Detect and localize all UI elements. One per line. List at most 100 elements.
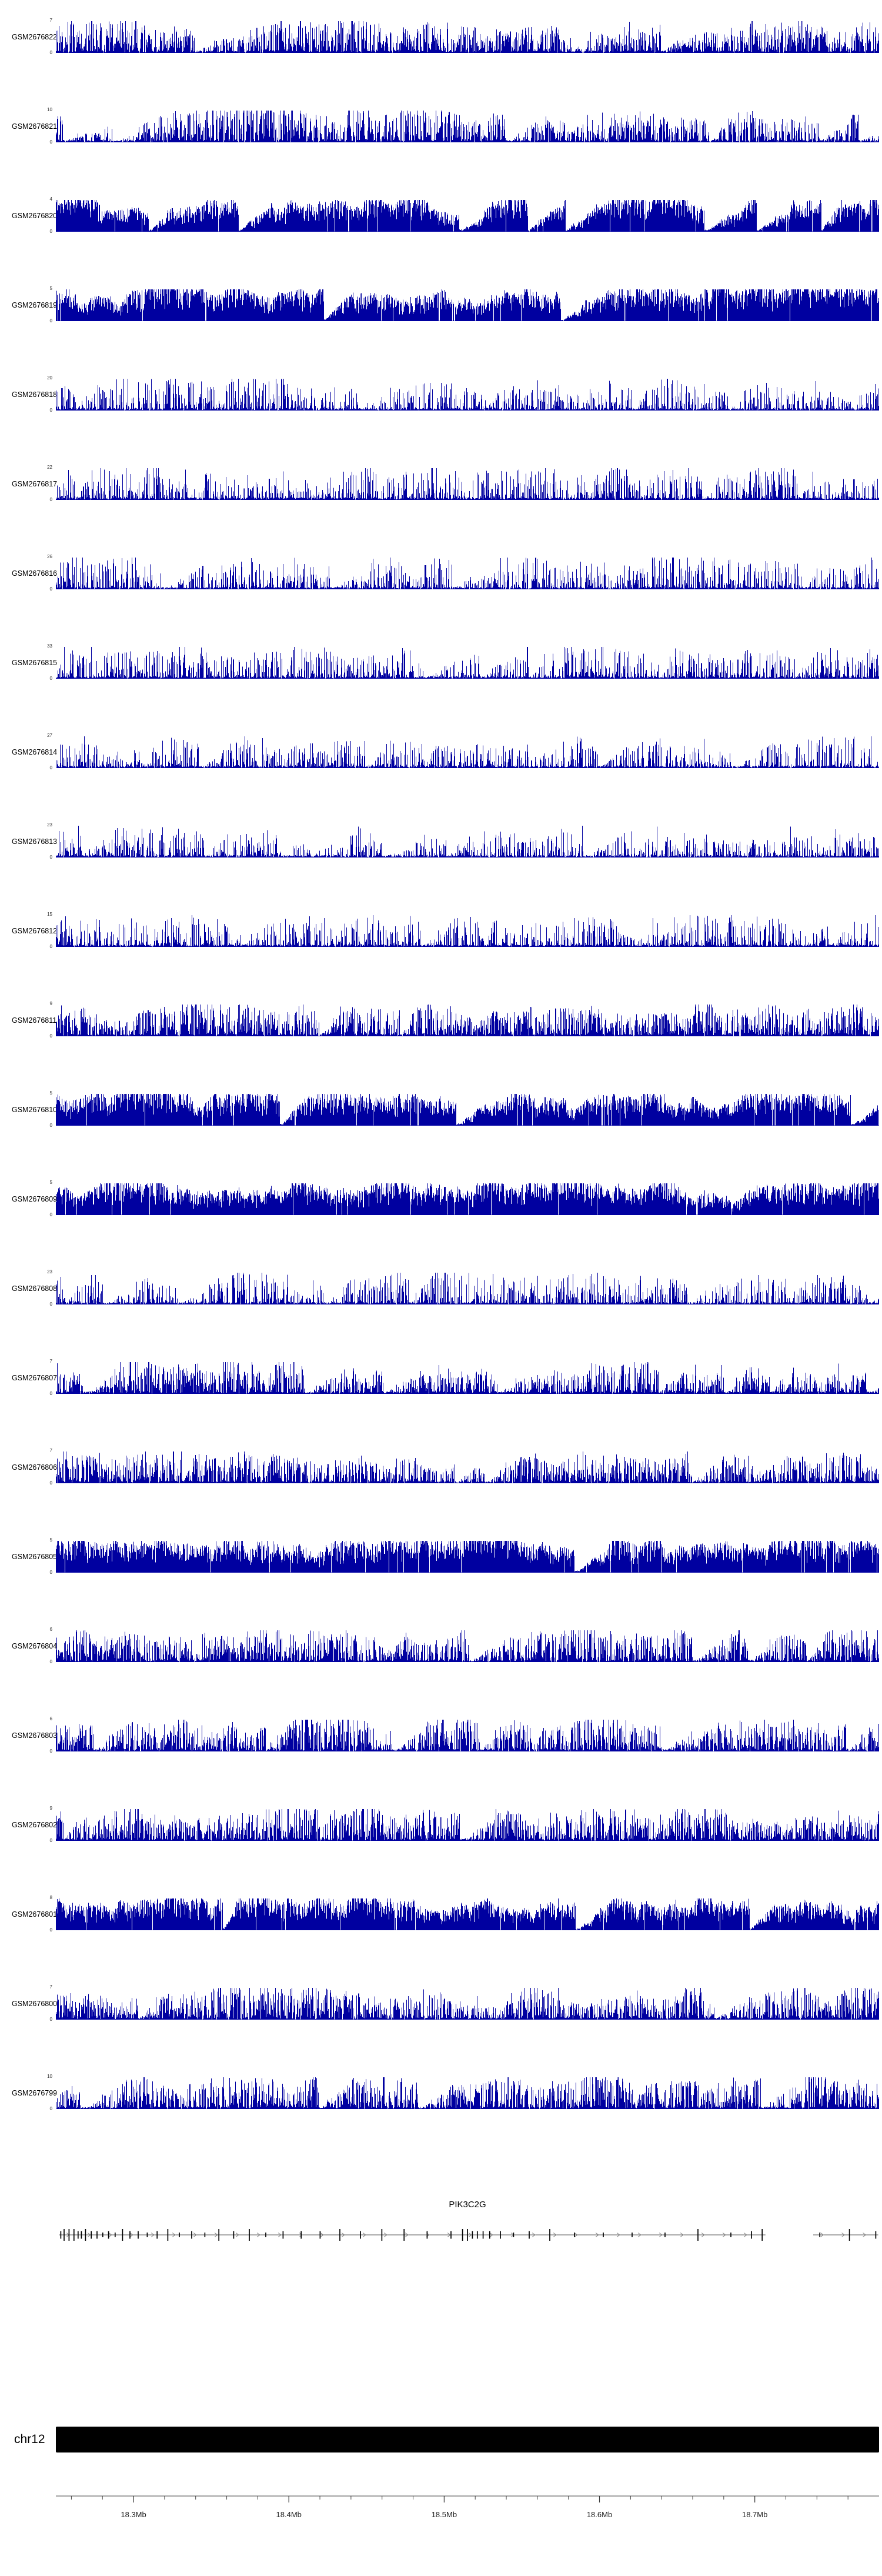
axis-zero-label: 0 (49, 318, 52, 323)
coverage-track: GSM2676806 7 0 (0, 1449, 882, 1541)
axis-zero-label: 0 (49, 1212, 52, 1217)
track-label: GSM2676819 (12, 301, 58, 309)
track-label: GSM2676810 (12, 1106, 58, 1114)
track-label: GSM2676800 (12, 2000, 58, 2008)
coverage-signal (56, 289, 879, 321)
coverage-track: GSM2676817 22 0 (0, 465, 882, 558)
axis-zero-label: 0 (49, 855, 52, 860)
track-y-axis: 22 0 (44, 465, 54, 502)
axis-zero-label: 0 (49, 408, 52, 413)
track-label: GSM2676817 (12, 480, 58, 488)
coverage-track: GSM2676815 33 0 (0, 644, 882, 736)
axis-zero-label: 0 (49, 1570, 52, 1575)
coverage-signal (56, 1183, 879, 1215)
coverage-signal (56, 1809, 879, 1841)
axis-zero-label: 0 (49, 944, 52, 949)
coverage-track: GSM2676808 23 0 (0, 1269, 882, 1362)
coverage-signal (56, 111, 879, 142)
track-y-axis: 9 0 (44, 1806, 54, 1843)
coverage-signal (56, 2077, 879, 2109)
coverage-track: GSM2676822 7 0 (0, 18, 882, 111)
track-label: GSM2676799 (12, 2089, 58, 2097)
axis-ymax-label: 5 (49, 1180, 52, 1185)
track-label: GSM2676822 (12, 33, 58, 41)
coverage-track: GSM2676802 9 0 (0, 1806, 882, 1898)
track-y-axis: 7 0 (44, 18, 54, 55)
track-y-axis: 5 0 (44, 1180, 54, 1217)
coverage-track: GSM2676803 6 0 (0, 1716, 882, 1809)
coverage-signal (56, 1988, 879, 2020)
axis-ymax-label: 23 (47, 1269, 52, 1274)
axis-zero-label: 0 (49, 497, 52, 502)
axis-ymax-label: 7 (49, 18, 52, 23)
coordinate-ruler: 18.3Mb 18.4Mb 18.5Mb 18.6Mb 18.7Mb (56, 2495, 879, 2519)
coverage-track: GSM2676810 5 0 (0, 1090, 882, 1183)
track-label: GSM2676812 (12, 927, 58, 935)
track-y-axis: 9 0 (44, 1002, 54, 1039)
track-y-axis: 4 0 (44, 196, 54, 234)
coverage-track: GSM2676801 8 0 (0, 1896, 882, 1988)
axis-ymax-label: 6 (49, 1627, 52, 1632)
coverage-signal (56, 379, 879, 411)
axis-zero-label: 0 (49, 765, 52, 770)
track-y-axis: 10 0 (44, 2074, 54, 2111)
axis-ymax-label: 7 (49, 1359, 52, 1364)
coverage-signal (56, 826, 879, 857)
ruler-tick-label: 18.3Mb (121, 2510, 146, 2519)
track-label: GSM2676814 (12, 748, 58, 756)
axis-ymax-label: 6 (49, 1716, 52, 1721)
coverage-track: GSM2676807 7 0 (0, 1359, 882, 1451)
axis-ymax-label: 20 (47, 375, 52, 381)
ruler-tick-label: 18.5Mb (432, 2510, 457, 2519)
track-label: GSM2676808 (12, 1284, 58, 1293)
axis-zero-label: 0 (49, 1123, 52, 1128)
axis-ymax-label: 5 (49, 1090, 52, 1096)
track-y-axis: 5 0 (44, 1538, 54, 1575)
axis-zero-label: 0 (49, 676, 52, 681)
track-y-axis: 7 0 (44, 1359, 54, 1396)
axis-zero-label: 0 (49, 2106, 52, 2111)
track-y-axis: 5 0 (44, 286, 54, 323)
axis-zero-label: 0 (49, 1302, 52, 1307)
gene-model (59, 2229, 878, 2241)
coverage-signal (56, 1005, 879, 1036)
coverage-tracks: GSM2676822 7 0 GSM2676821 10 0 GSM267682… (0, 18, 882, 2167)
track-y-axis: 26 0 (44, 554, 54, 592)
track-label: GSM2676804 (12, 1642, 58, 1650)
axis-zero-label: 0 (49, 1391, 52, 1396)
coverage-track: GSM2676805 5 0 (0, 1538, 882, 1630)
coverage-track: GSM2676809 5 0 (0, 1180, 882, 1273)
axis-ymax-label: 15 (47, 912, 52, 917)
coverage-track: GSM2676820 4 0 (0, 196, 882, 289)
axis-ymax-label: 22 (47, 465, 52, 470)
axis-ymax-label: 7 (49, 1984, 52, 1990)
coverage-track: GSM2676800 7 0 (0, 1984, 882, 2077)
axis-zero-label: 0 (49, 586, 52, 592)
track-label: GSM2676815 (12, 659, 58, 667)
track-y-axis: 6 0 (44, 1716, 54, 1754)
coverage-signal (56, 21, 879, 53)
coverage-signal (56, 1898, 879, 1930)
axis-ymax-label: 27 (47, 733, 52, 738)
ruler-tick-label: 18.6Mb (587, 2510, 612, 2519)
track-y-axis: 10 0 (44, 107, 54, 145)
track-y-axis: 7 0 (44, 1984, 54, 2022)
track-y-axis: 33 0 (44, 644, 54, 681)
gene-name-label: PIK3C2G (449, 2200, 486, 2210)
coverage-track: GSM2676816 26 0 (0, 554, 882, 647)
track-label: GSM2676811 (12, 1016, 57, 1025)
axis-ymax-label: 26 (47, 554, 52, 559)
coverage-signal (56, 1094, 879, 1126)
axis-zero-label: 0 (49, 1927, 52, 1933)
coverage-track: GSM2676804 6 0 (0, 1627, 882, 1720)
axis-ymax-label: 4 (49, 196, 52, 202)
coverage-signal (56, 1630, 879, 1662)
coverage-track: GSM2676811 9 0 (0, 1002, 882, 1094)
coverage-signal (56, 558, 879, 589)
coverage-track: GSM2676819 5 0 (0, 286, 882, 379)
coverage-signal (56, 200, 879, 232)
axis-zero-label: 0 (49, 139, 52, 145)
ruler-tick-label: 18.7Mb (742, 2510, 767, 2519)
axis-ymax-label: 10 (47, 107, 52, 112)
track-label: GSM2676803 (12, 1731, 58, 1740)
